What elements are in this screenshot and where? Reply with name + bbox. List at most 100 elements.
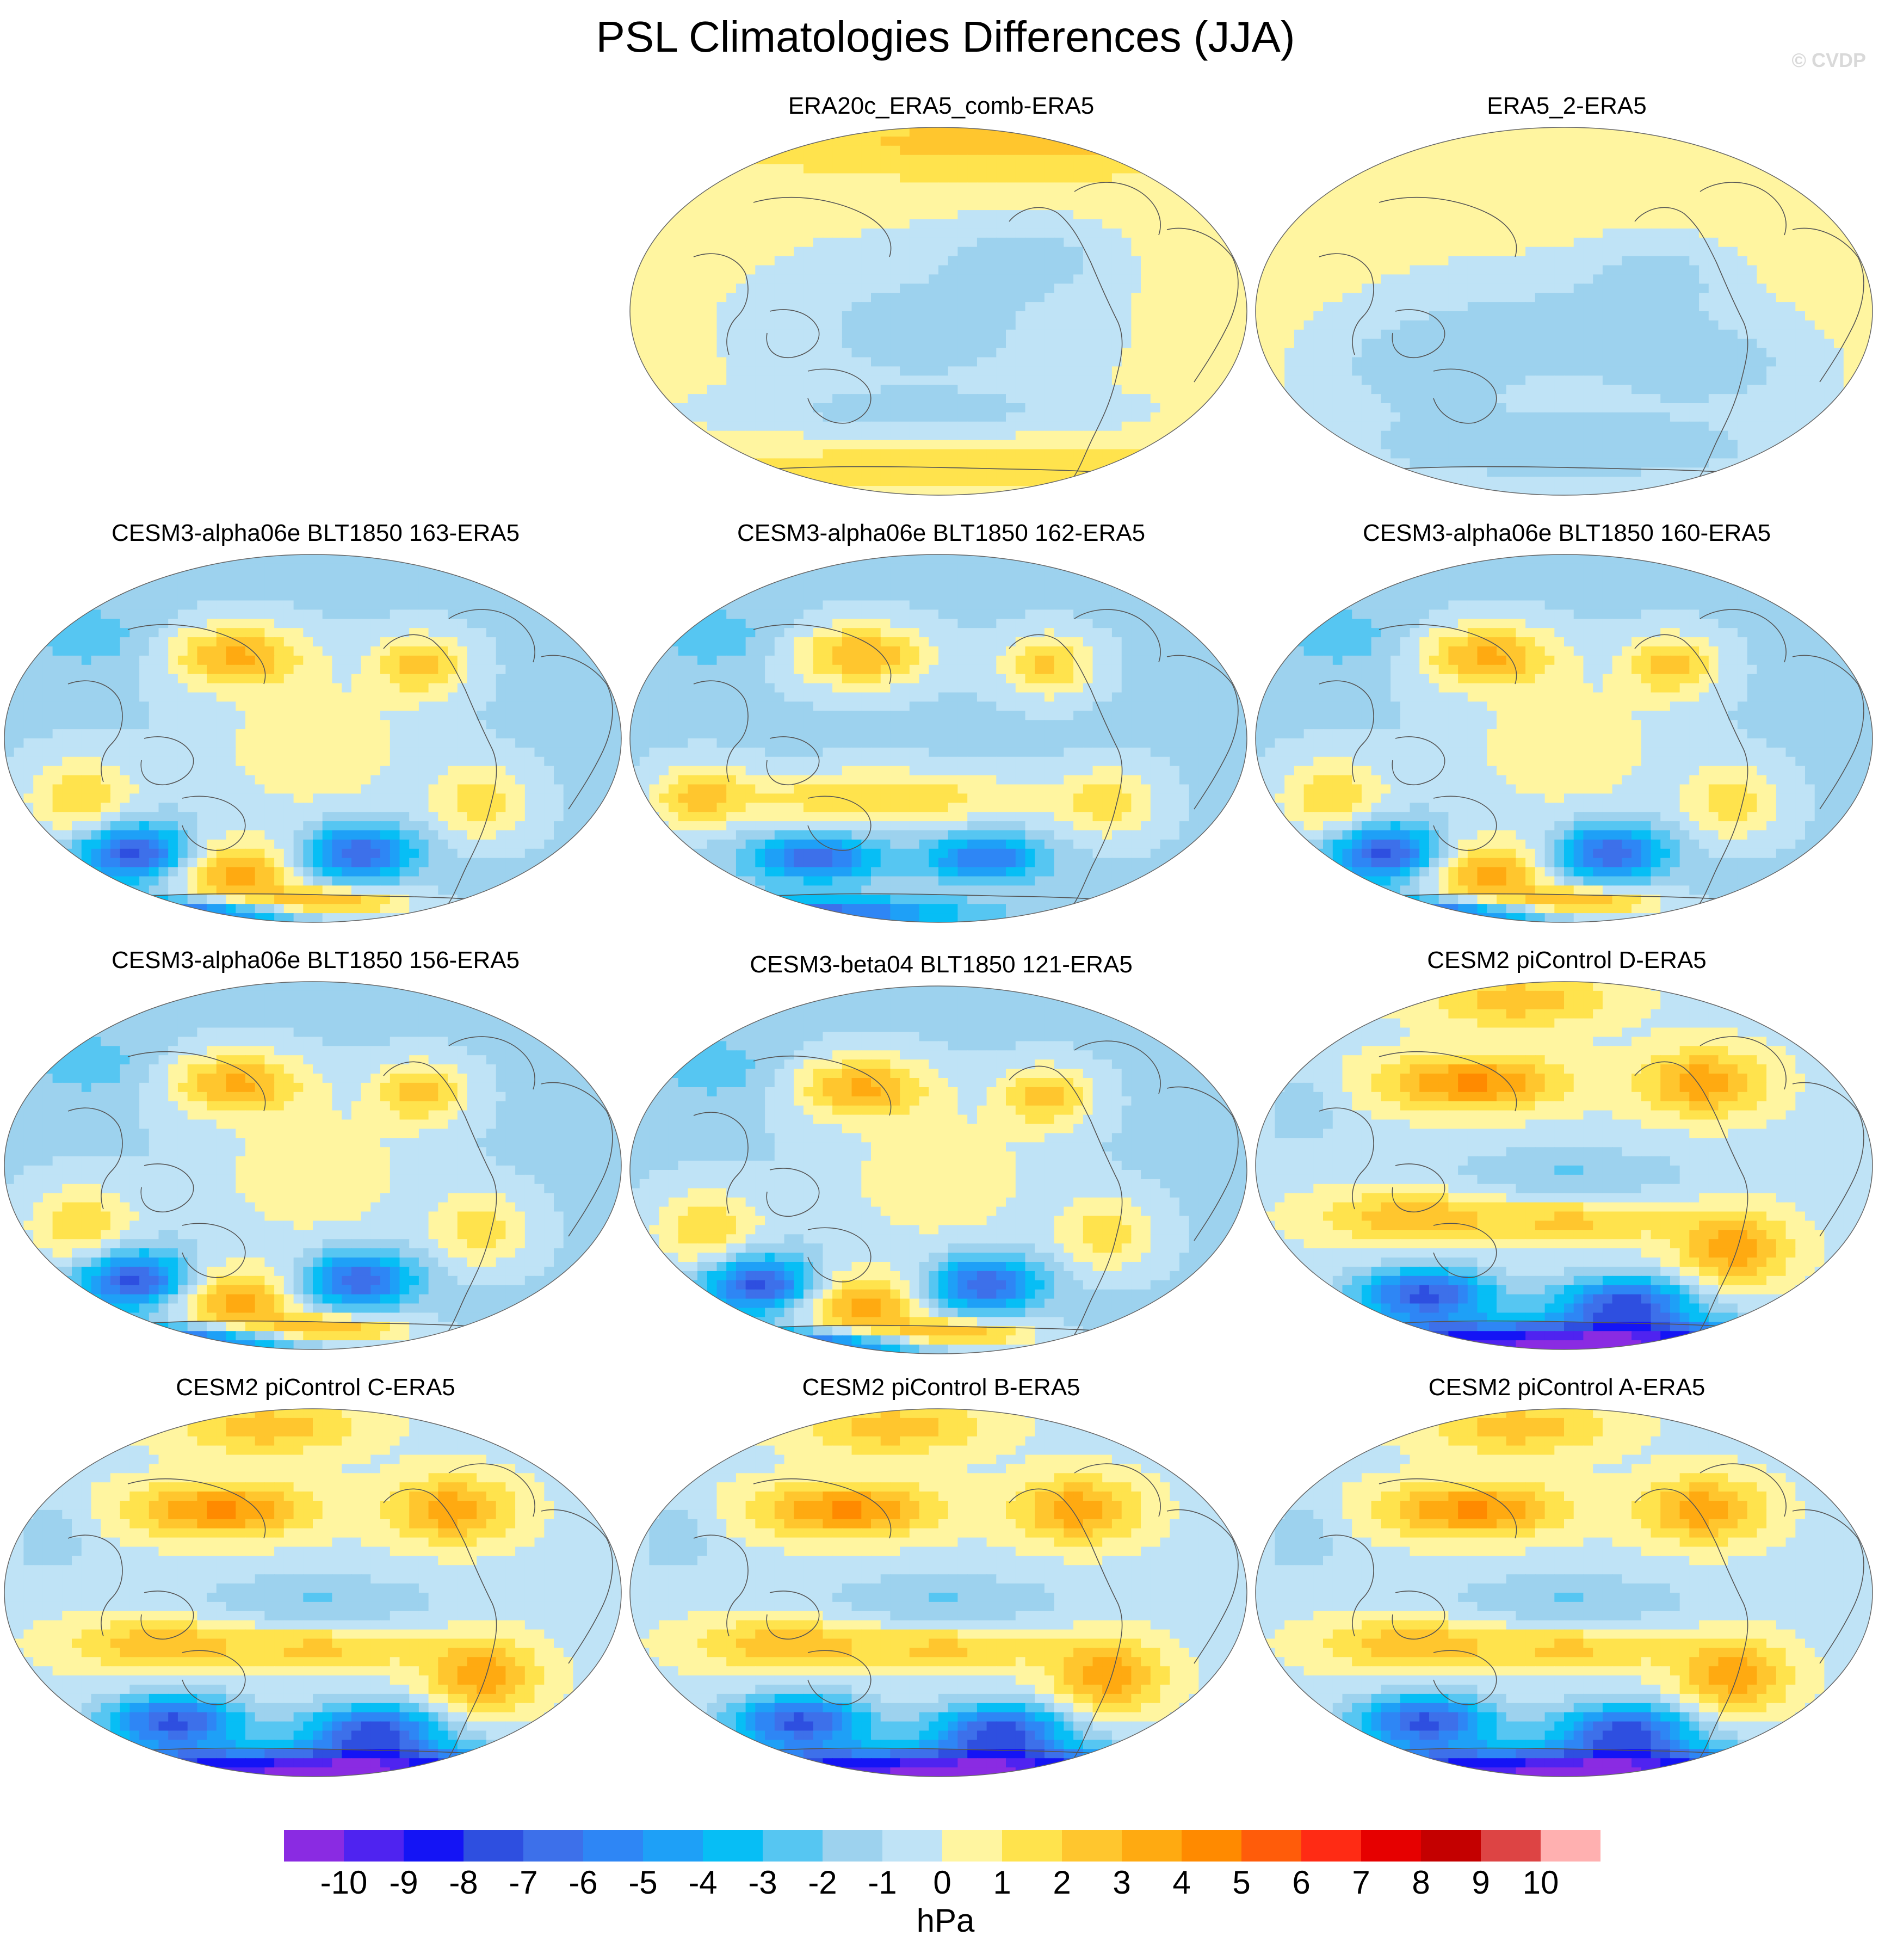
colorbar-tick-label: 6 (1269, 1864, 1334, 1901)
coastlines (693, 1040, 1239, 1339)
anomaly-field (630, 986, 1247, 1354)
colorbar-tick-label: -9 (371, 1864, 436, 1901)
colorbar-bin (464, 1830, 523, 1862)
colorbar-bin (344, 1830, 404, 1862)
map-panel-cesm3-beta04: CESM3-beta04 BLT1850 121-ERA5 (628, 951, 1254, 1365)
map-border (1255, 127, 1873, 496)
colorbar-bin (1122, 1830, 1182, 1862)
map-plot (629, 985, 1247, 1354)
colorbar-tick-label: 10 (1508, 1864, 1573, 1901)
anomaly-field (1256, 982, 1873, 1349)
colorbar-bin (1062, 1830, 1122, 1862)
map-panel-cesm3-156: CESM3-alpha06e BLT1850 156-ERA5 (3, 947, 628, 1360)
map-border (4, 1408, 622, 1777)
anomaly-field (630, 554, 1247, 922)
colorbar-bin (1481, 1830, 1541, 1862)
colorbar-tick-label: 2 (1029, 1864, 1095, 1901)
panel-title: CESM3-alpha06e BLT1850 163-ERA5 (3, 520, 628, 547)
map-panel-cesm2-a: CESM2 piControl A-ERA5 (1254, 1374, 1880, 1788)
map-border (629, 1408, 1247, 1777)
map-plot (4, 554, 622, 923)
colorbar-tick-label: -4 (670, 1864, 736, 1901)
map-panel-cesm2-d: CESM2 piControl D-ERA5 (1254, 947, 1880, 1360)
colorbar-bin (643, 1830, 703, 1862)
panel-title: CESM3-alpha06e BLT1850 160-ERA5 (1254, 520, 1880, 547)
colorbar-tick-label: 3 (1089, 1864, 1154, 1901)
map-border (1255, 554, 1873, 923)
colorbar-bin (583, 1830, 643, 1862)
panel-title: ERA20c_ERA5_comb-ERA5 (628, 93, 1254, 120)
colorbar-tick-label: -7 (491, 1864, 556, 1901)
anomaly-field (4, 554, 621, 922)
colorbar-bin (703, 1830, 763, 1862)
colorbar-bin (1361, 1830, 1421, 1862)
colorbar-tick-label: -6 (551, 1864, 616, 1901)
map-plot (1255, 554, 1873, 923)
anomaly-field (4, 982, 621, 1349)
panel-title: CESM2 piControl C-ERA5 (3, 1374, 628, 1401)
colorbar-tick-label: 7 (1328, 1864, 1394, 1901)
colorbar (284, 1830, 1600, 1862)
colorbar-bin (882, 1830, 942, 1862)
panel-title: CESM3-alpha06e BLT1850 156-ERA5 (3, 947, 628, 974)
colorbar-tick-label: -2 (790, 1864, 855, 1901)
colorbar-tick-label: 1 (969, 1864, 1035, 1901)
colorbar-bin (284, 1830, 344, 1862)
map-panel-era20c: ERA20c_ERA5_comb-ERA5 (628, 93, 1254, 506)
colorbar-bin (942, 1830, 1002, 1862)
colorbar-tick-label: 8 (1388, 1864, 1454, 1901)
panel-title: CESM3-beta04 BLT1850 121-ERA5 (628, 951, 1254, 978)
colorbar-bin (763, 1830, 823, 1862)
colorbar-tick-label: -5 (610, 1864, 676, 1901)
map-border (1255, 981, 1873, 1350)
panel-title: CESM2 piControl A-ERA5 (1254, 1374, 1880, 1401)
colorbar-tick-label: -3 (730, 1864, 795, 1901)
coastlines (67, 1036, 613, 1335)
map-panel-cesm2-b: CESM2 piControl B-ERA5 (628, 1374, 1254, 1788)
map-panel-cesm2-c: CESM2 piControl C-ERA5 (3, 1374, 628, 1788)
colorbar-tick-label: 4 (1149, 1864, 1214, 1901)
map-border (4, 554, 622, 923)
colorbar-bin (1421, 1830, 1481, 1862)
colorbar-tick-label: -1 (850, 1864, 915, 1901)
panel-title: CESM2 piControl D-ERA5 (1254, 947, 1880, 974)
colorbar-tick-labels: -10 -9 -8 -7 -6 -5 -4 -3 -2 -1 0 1 2 3 4 5 6 7 8 9 10 (0, 1864, 1891, 1902)
colorbar-bin (1541, 1830, 1600, 1862)
colorbar-tick-label: 9 (1448, 1864, 1513, 1901)
figure-title: PSL Climatologies Differences (JJA) (0, 12, 1891, 62)
colorbar-bin (1002, 1830, 1062, 1862)
colorbar-bin (1241, 1830, 1301, 1862)
map-border (4, 981, 622, 1350)
colorbar-tick-label: -10 (311, 1864, 376, 1901)
colorbar-unit-label: hPa (0, 1902, 1891, 1939)
map-panel-cesm3-163: CESM3-alpha06e BLT1850 163-ERA5 (3, 520, 628, 933)
colorbar-bin (523, 1830, 583, 1862)
colorbar-tick-label: -8 (431, 1864, 496, 1901)
map-plot (629, 1408, 1247, 1777)
colorbar-bin (1182, 1830, 1241, 1862)
map-plot (629, 127, 1247, 496)
map-panel-cesm3-160: CESM3-alpha06e BLT1850 160-ERA5 (1254, 520, 1880, 933)
map-plot (1255, 981, 1873, 1350)
anomaly-field (1256, 554, 1873, 922)
map-plot (4, 981, 622, 1350)
cvdp-credit: © CVDP (1768, 49, 1866, 72)
map-panel-era5-2: ERA5_2-ERA5 (1254, 93, 1880, 506)
panel-title: ERA5_2-ERA5 (1254, 93, 1880, 120)
colorbar-tick-label: 0 (910, 1864, 975, 1901)
colorbar-bin (1301, 1830, 1361, 1862)
map-panel-cesm3-162: CESM3-alpha06e BLT1850 162-ERA5 (628, 520, 1254, 933)
panel-title: CESM3-alpha06e BLT1850 162-ERA5 (628, 520, 1254, 547)
anomaly-field (4, 1409, 621, 1777)
map-border (629, 127, 1247, 496)
map-plot (1255, 1408, 1873, 1777)
map-border (629, 554, 1247, 923)
colorbar-bin (404, 1830, 464, 1862)
map-border (629, 985, 1247, 1354)
anomaly-field (1256, 127, 1873, 495)
anomaly-field (1256, 1409, 1873, 1777)
colorbar-tick-label: 5 (1209, 1864, 1274, 1901)
panel-title: CESM2 piControl B-ERA5 (628, 1374, 1254, 1401)
map-plot (1255, 127, 1873, 496)
anomaly-field (630, 1409, 1247, 1777)
